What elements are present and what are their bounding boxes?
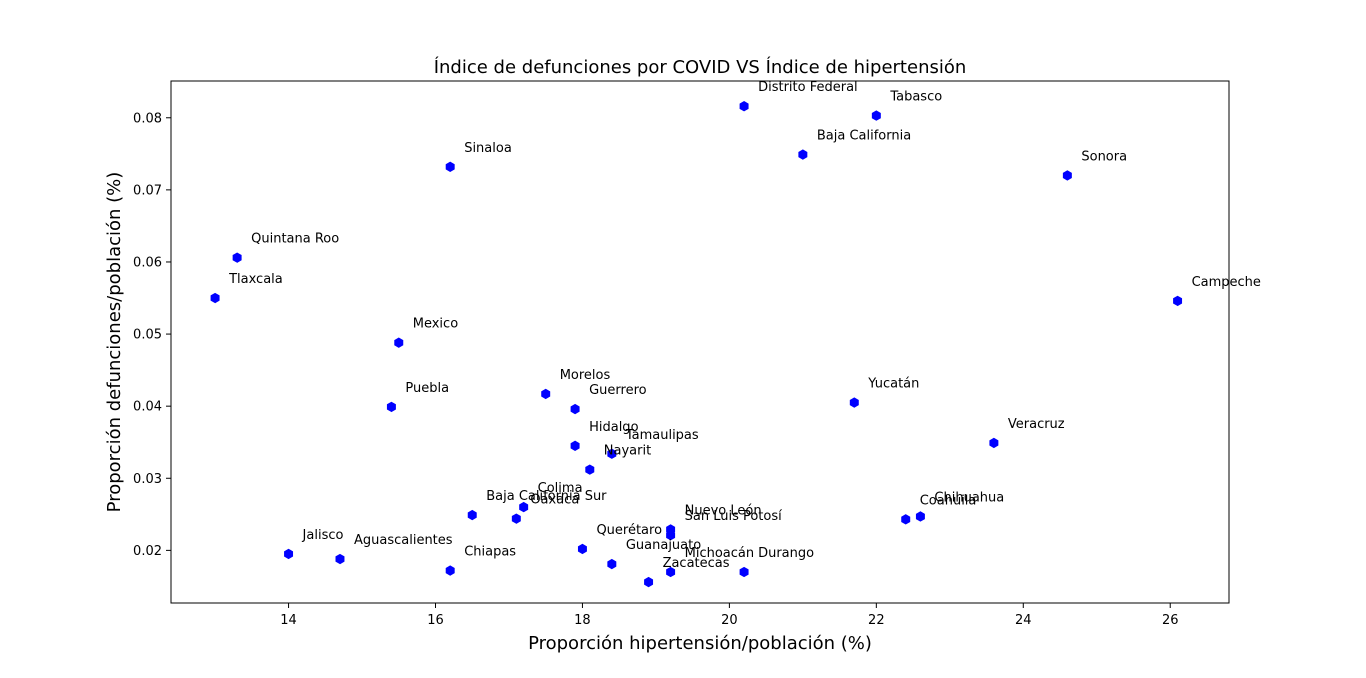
data-point-label: Quintana Roo <box>251 232 339 247</box>
y-axis-ticks: 0.02 0.03 0.04 0.05 0.06 0.07 0.08 <box>133 111 171 559</box>
data-point-label: Morelos <box>560 368 611 383</box>
data-point <box>511 513 521 524</box>
y-tick-label: 0.08 <box>133 111 162 126</box>
data-point-label: Mexico <box>413 317 458 332</box>
data-point <box>607 558 617 570</box>
x-tick-label: 24 <box>1015 613 1032 628</box>
data-point <box>607 448 617 459</box>
data-point-label: Tlaxcala <box>228 272 283 287</box>
data-point-label: Michoacán <box>685 546 755 561</box>
y-tick-label: 0.06 <box>133 255 162 270</box>
data-point <box>577 543 587 555</box>
data-points <box>210 101 1183 588</box>
data-point <box>666 566 676 578</box>
x-tick-label: 16 <box>427 613 444 628</box>
data-point-label: Colima <box>538 481 583 496</box>
data-point-label: Oaxaca <box>530 493 579 508</box>
data-point <box>666 530 676 541</box>
data-point-label: Jalisco <box>302 528 344 543</box>
data-point <box>1173 295 1183 307</box>
data-point <box>644 576 654 588</box>
data-point <box>210 292 220 304</box>
x-tick-label: 20 <box>721 613 738 628</box>
y-axis-label: Proporción defunciones/población (%) <box>104 172 125 513</box>
data-point-label: Baja California Sur <box>486 489 607 504</box>
data-point-label: Sonora <box>1081 149 1127 164</box>
data-point <box>989 437 999 449</box>
data-point-label: Nuevo León <box>685 503 762 518</box>
data-point <box>849 397 859 408</box>
data-point-label: Chihuahua <box>934 490 1004 505</box>
data-point <box>915 511 925 522</box>
data-point <box>585 464 595 475</box>
data-point-label: Tamaulipas <box>625 428 699 443</box>
data-point <box>284 548 294 560</box>
data-point <box>445 565 455 576</box>
data-point-label: Yucatán <box>867 377 919 392</box>
data-point-label: Baja California <box>817 129 911 144</box>
data-point-label: Campeche <box>1192 275 1261 290</box>
data-point-label: Guanajuato <box>626 538 701 553</box>
data-point-label: Hidalgo <box>589 420 638 435</box>
x-tick-label: 26 <box>1162 613 1179 628</box>
data-point-label: Veracruz <box>1008 417 1065 432</box>
data-point-label: Durango <box>758 546 814 561</box>
data-point-label: Distrito Federal <box>758 80 858 95</box>
x-axis-ticks: 14 16 18 20 22 24 26 <box>280 603 1178 628</box>
data-point <box>570 440 580 451</box>
data-point <box>1062 170 1072 181</box>
plot-frame <box>170 80 1230 604</box>
data-point <box>570 403 580 415</box>
y-tick-label: 0.02 <box>133 544 162 559</box>
data-point <box>798 149 808 160</box>
data-point-label: Zacatecas <box>663 556 730 571</box>
data-point-label: Tabasco <box>889 90 942 105</box>
data-point <box>394 337 404 348</box>
data-point <box>739 566 749 578</box>
data-point <box>871 110 881 121</box>
y-tick-label: 0.03 <box>133 472 162 487</box>
data-point-label: San Luis Potosí <box>685 509 783 524</box>
data-point <box>232 252 242 263</box>
y-tick-label: 0.05 <box>133 328 162 343</box>
data-point-label: Chiapas <box>464 545 516 560</box>
chart-title: Índice de defunciones por COVID VS Índic… <box>434 56 967 78</box>
x-tick-label: 18 <box>574 613 591 628</box>
data-point <box>541 388 551 400</box>
data-point-label: Sinaloa <box>464 141 512 156</box>
data-point-label: Aguascalientes <box>354 533 453 548</box>
data-point <box>739 101 749 112</box>
data-point <box>901 514 911 525</box>
data-point-label: Querétaro <box>596 523 662 538</box>
y-tick-label: 0.04 <box>133 400 162 415</box>
data-point-label: Coahuila <box>920 493 977 508</box>
x-tick-label: 22 <box>868 613 885 628</box>
data-point <box>467 509 477 521</box>
data-point <box>519 501 529 513</box>
data-point <box>386 401 396 413</box>
x-tick-label: 14 <box>280 613 297 628</box>
data-point <box>335 553 345 565</box>
y-tick-label: 0.07 <box>133 183 162 198</box>
data-point-label: Guerrero <box>589 383 647 398</box>
x-axis-label: Proporción hipertensión/población (%) <box>528 633 872 654</box>
data-point-labels: Distrito Federal Tabasco Baja California Si… <box>228 80 1261 571</box>
data-point-label: Puebla <box>405 381 449 396</box>
data-point <box>445 161 455 172</box>
data-point-label: Nayarit <box>604 444 651 459</box>
